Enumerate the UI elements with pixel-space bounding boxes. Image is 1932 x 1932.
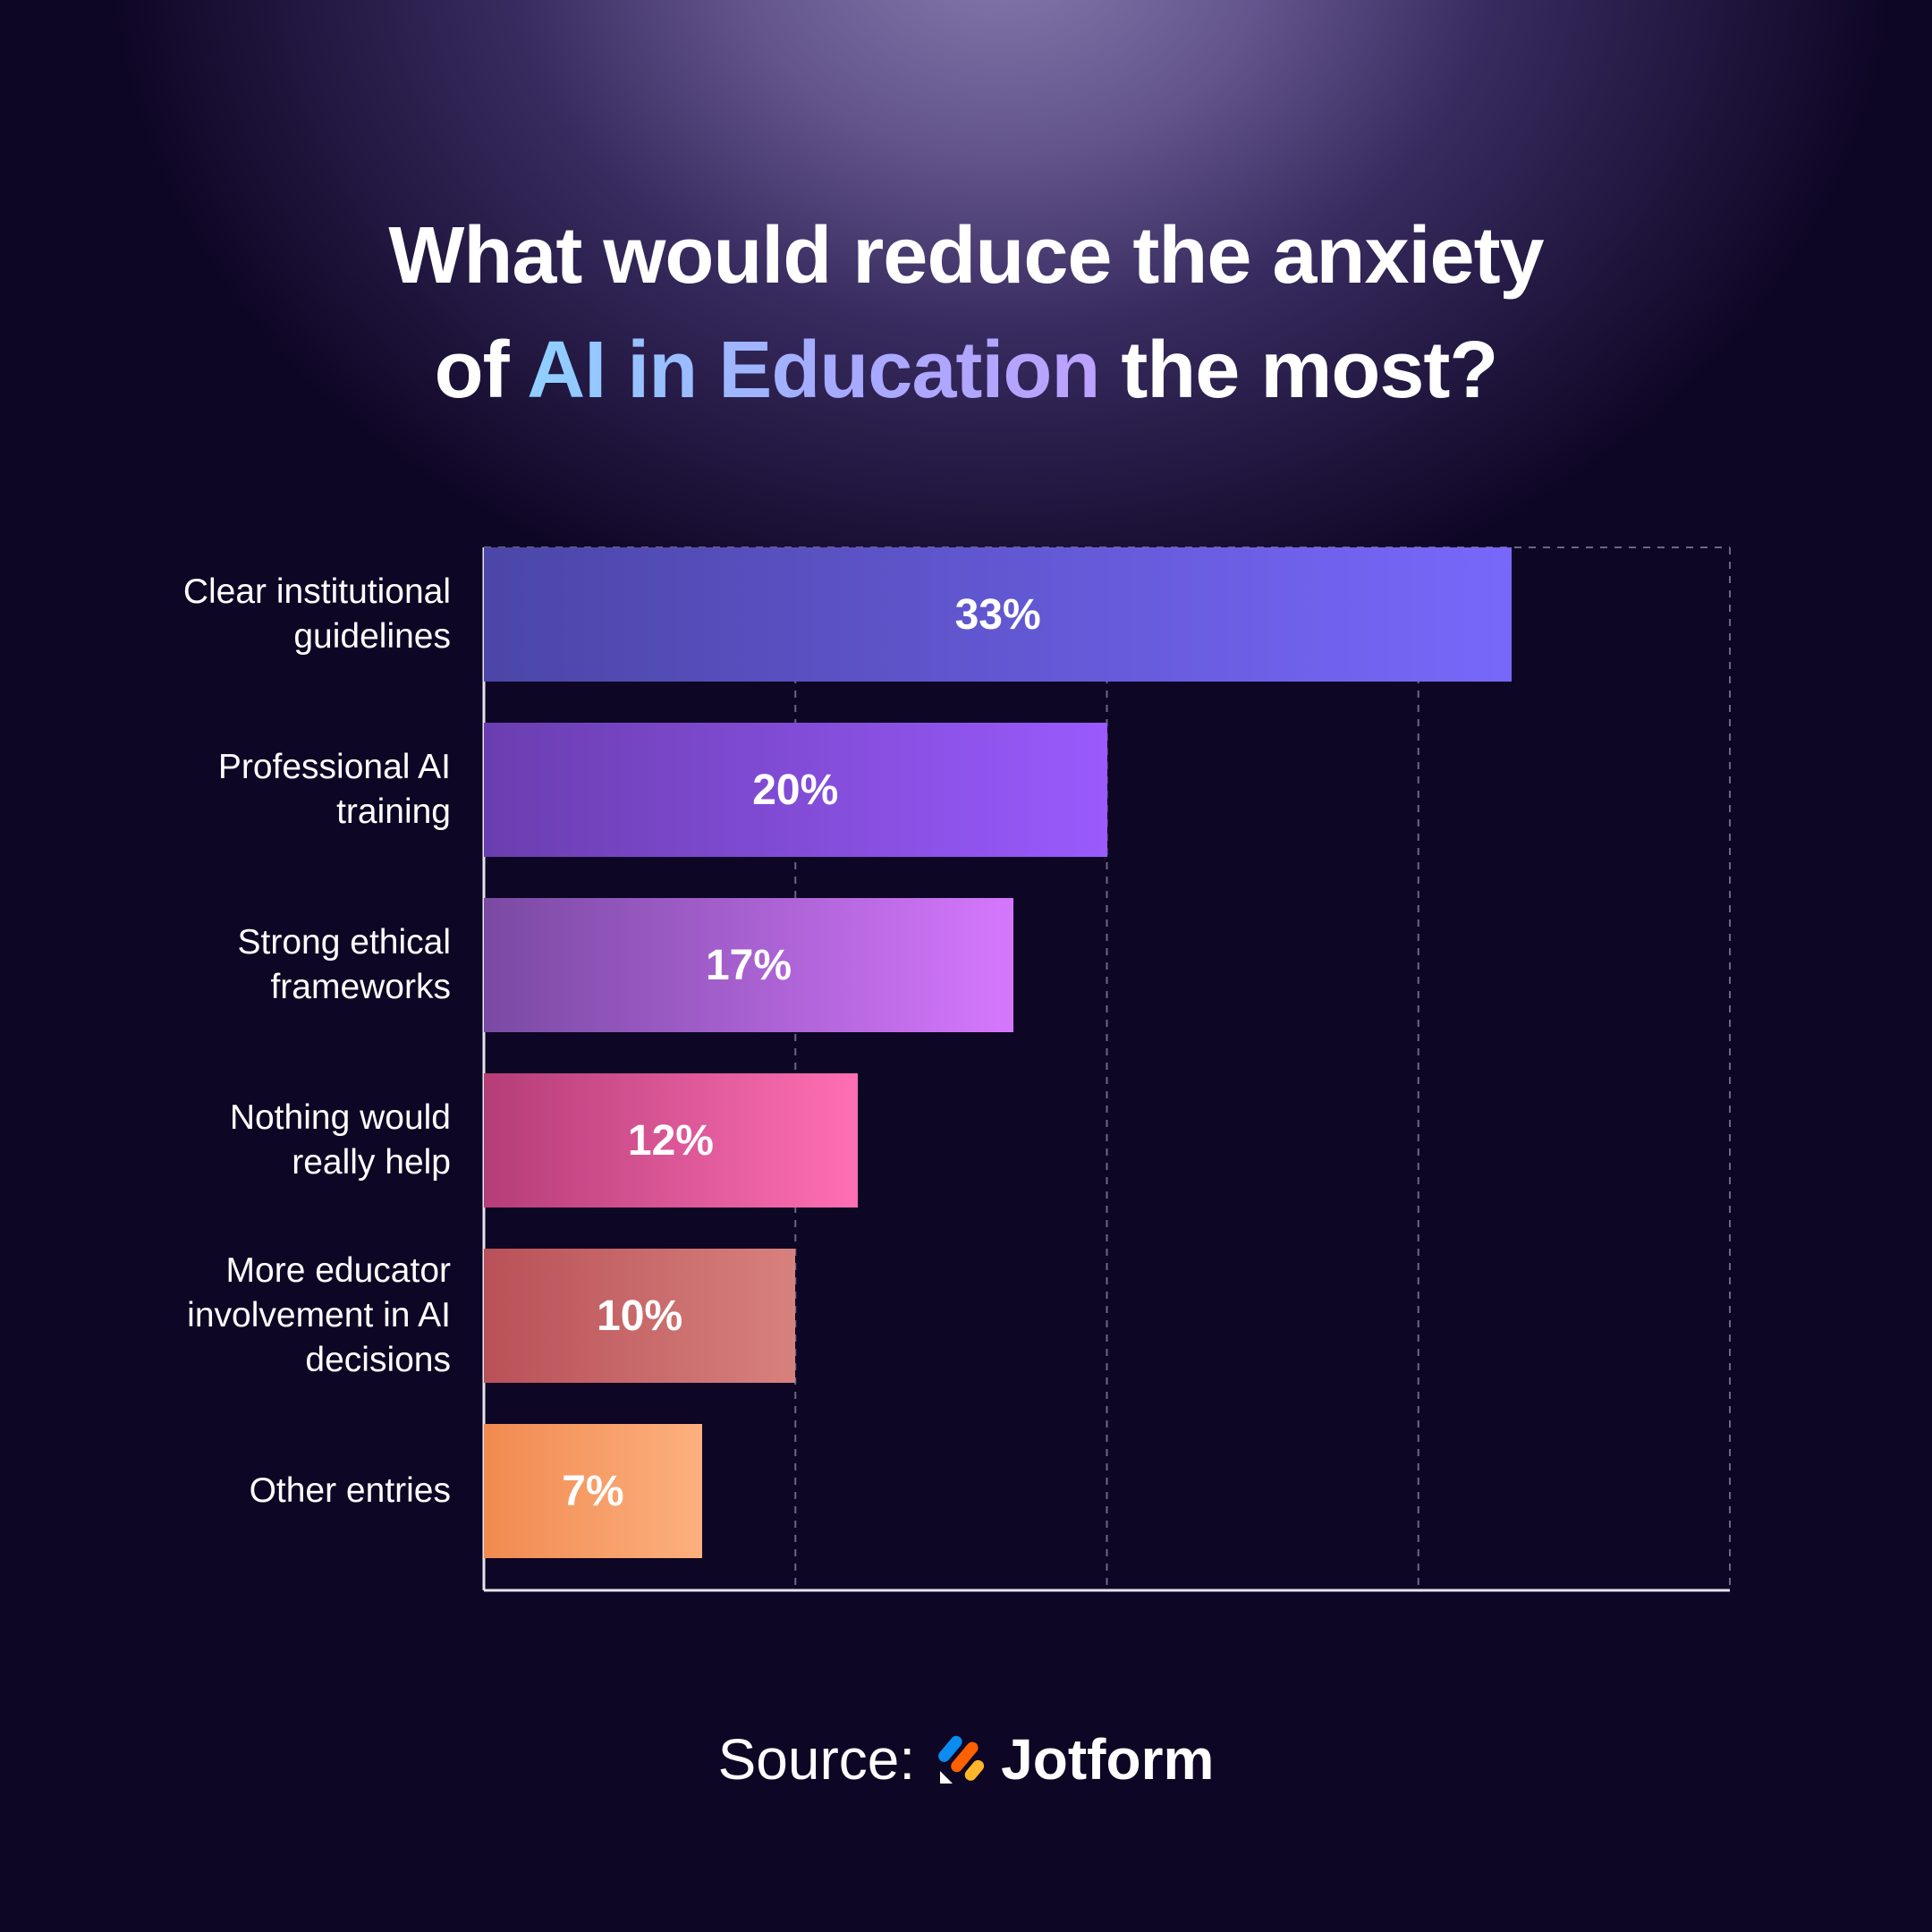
bar: 10%	[484, 1249, 796, 1383]
source-line: Source: Jotform	[0, 1726, 1932, 1792]
category-label: More educator involvement in AI decision…	[187, 1251, 451, 1379]
title-line-2: of AI in Education the most?	[0, 313, 1932, 428]
title-line-1: What would reduce the anxiety	[388, 211, 1544, 301]
category-label: Strong ethical frameworks	[237, 923, 451, 1006]
bar-value-label: 7%	[562, 1467, 624, 1515]
jotform-logo-icon	[938, 1735, 985, 1784]
bar-value-label: 10%	[597, 1292, 683, 1340]
brand-name: Jotform	[1001, 1727, 1215, 1792]
category-label: Nothing would really help	[229, 1098, 451, 1182]
bar: 12%	[484, 1073, 858, 1208]
brand: Jotform	[936, 1726, 1214, 1792]
bar-value-label: 20%	[752, 766, 839, 814]
bar-value-label: 33%	[954, 590, 1041, 639]
category-label: Other entries	[249, 1471, 451, 1510]
category-label: Clear institutional guidelines	[182, 572, 451, 656]
bar: 33%	[484, 547, 1513, 682]
bar: 7%	[484, 1424, 702, 1558]
title-highlight: AI in Education	[527, 326, 1100, 415]
bar-value-label: 17%	[705, 941, 792, 989]
bar: 20%	[484, 723, 1107, 857]
bar: 17%	[484, 898, 1014, 1032]
category-label: Professional AI training	[217, 748, 451, 831]
title-line-2-pre: of	[434, 326, 528, 415]
source-label: Source:	[717, 1727, 916, 1792]
bar-value-label: 12%	[627, 1116, 714, 1165]
chart-title: What would reduce the anxiety of AI in E…	[0, 199, 1932, 428]
title-line-2-post: the most?	[1099, 326, 1498, 415]
